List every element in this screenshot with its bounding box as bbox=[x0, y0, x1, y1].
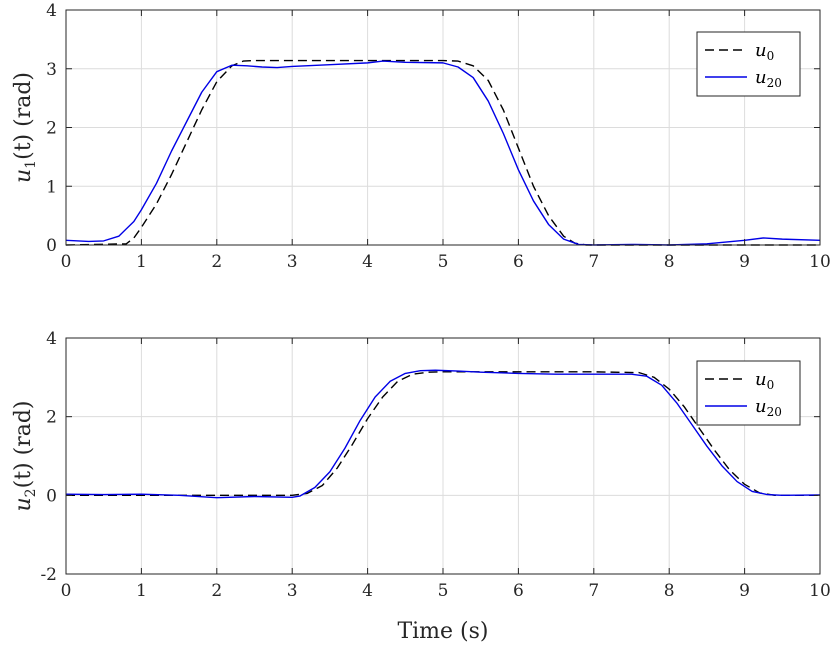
x-tick-label: 8 bbox=[664, 252, 675, 272]
y-tick-label: 0 bbox=[46, 236, 57, 256]
x-tick-label: 2 bbox=[211, 252, 222, 272]
legend-label-u0: u0 bbox=[755, 369, 774, 392]
x-tick-label: 3 bbox=[287, 581, 298, 601]
y-tick-label: 4 bbox=[46, 1, 57, 21]
legend-label-u20: u20 bbox=[755, 396, 782, 419]
x-tick-label: 2 bbox=[211, 581, 222, 601]
series-line-u20 bbox=[65, 369, 821, 499]
x-tick-label: 3 bbox=[287, 252, 298, 272]
y-tick-label: 0 bbox=[46, 486, 57, 506]
x-tick-label: 0 bbox=[61, 252, 72, 272]
y-tick-label: 1 bbox=[46, 177, 57, 197]
y-tick-label: 3 bbox=[46, 60, 57, 80]
x-tick-label: 1 bbox=[136, 252, 147, 272]
x-tick-label: 10 bbox=[809, 252, 830, 272]
y-tick-label: 2 bbox=[46, 119, 57, 139]
legend-label-u20: u20 bbox=[755, 67, 782, 90]
x-tick-label: 6 bbox=[513, 252, 524, 272]
series-line-u0 bbox=[66, 371, 820, 497]
x-tick-label: 4 bbox=[362, 581, 373, 601]
x-tick-label: 1 bbox=[136, 581, 147, 601]
legend-label-u0: u0 bbox=[755, 40, 774, 63]
x-tick-label: 8 bbox=[664, 581, 675, 601]
y-tick-label: 2 bbox=[46, 408, 57, 428]
x-tick-label: 10 bbox=[809, 581, 830, 601]
y-tick-label: 4 bbox=[46, 329, 57, 349]
x-tick-label: 0 bbox=[61, 581, 72, 601]
x-tick-label: 7 bbox=[588, 581, 599, 601]
x-tick-label: 4 bbox=[362, 252, 373, 272]
legend-box bbox=[696, 360, 801, 426]
y-tick-label: -2 bbox=[40, 565, 57, 585]
y-axis-label: u1(t) (rad) bbox=[11, 72, 39, 183]
legend-box bbox=[696, 31, 801, 97]
x-tick-label: 6 bbox=[513, 581, 524, 601]
x-tick-label: 9 bbox=[739, 252, 750, 272]
x-tick-label: 5 bbox=[438, 252, 449, 272]
x-tick-label: 7 bbox=[588, 252, 599, 272]
x-axis-label: Time (s) bbox=[397, 619, 488, 644]
x-tick-label: 9 bbox=[739, 581, 750, 601]
y-axis-label: u2(t) (rad) bbox=[11, 401, 39, 512]
x-tick-label: 5 bbox=[438, 581, 449, 601]
